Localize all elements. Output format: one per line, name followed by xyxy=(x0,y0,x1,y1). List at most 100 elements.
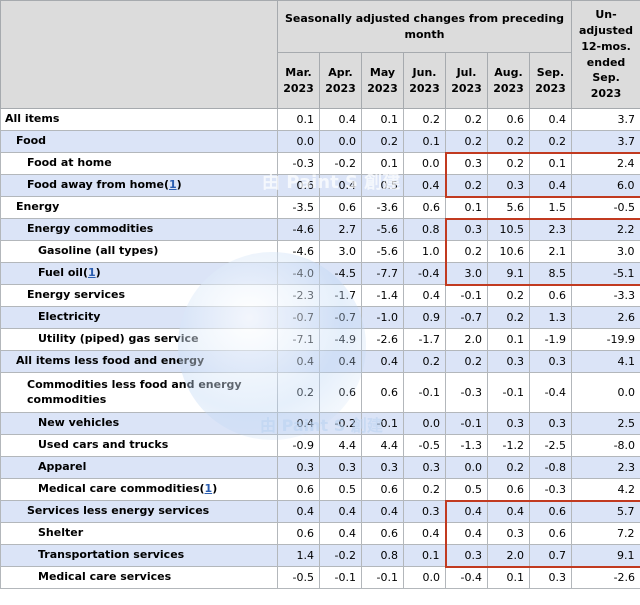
row-label-text: Fuel oil xyxy=(38,266,83,280)
value-cell: -4.5 xyxy=(319,262,362,285)
value-cell: -1.9 xyxy=(528,328,573,351)
value-cell: 4.4 xyxy=(319,434,362,457)
row-label: Fuel oil(1) xyxy=(0,262,278,285)
value-cell: 0.0 xyxy=(403,152,446,175)
value-cell: 0.8 xyxy=(361,544,404,567)
value-cell: 0.3 xyxy=(528,350,573,373)
row-label-text: Energy services xyxy=(27,288,126,302)
value-cell: 2.6 xyxy=(571,306,640,329)
value-cell: -2.5 xyxy=(528,434,573,457)
value-cell: 5.6 xyxy=(487,196,530,219)
row-label: Used cars and trucks xyxy=(0,434,278,457)
value-cell: 0.1 xyxy=(277,108,320,131)
value-cell: 0.2 xyxy=(277,372,320,413)
value-cell: -1.3 xyxy=(445,434,488,457)
value-cell: 3.7 xyxy=(571,108,640,131)
value-cell: 1.4 xyxy=(277,544,320,567)
value-cell: -3.5 xyxy=(277,196,320,219)
table-row: Energy services -2.3 -1.7 -1.4 0.4 -0.1 0.2 0.6… xyxy=(0,284,640,307)
value-cell: -4.6 xyxy=(277,218,320,241)
row-label: Electricity xyxy=(0,306,278,329)
value-cell: 7.2 xyxy=(571,522,640,545)
footnote-link[interactable]: 1 xyxy=(204,482,213,496)
value-cell: 0.6 xyxy=(528,499,573,523)
month-header: Jun. 2023 xyxy=(403,52,446,109)
value-cell: 0.3 xyxy=(277,456,320,479)
value-cell: 9.1 xyxy=(487,262,530,286)
value-cell: 10.6 xyxy=(487,240,530,263)
value-cell: -0.1 xyxy=(361,566,404,589)
row-label-text: New vehicles xyxy=(38,416,120,430)
value-cell: 0.3 xyxy=(444,544,488,568)
value-cell: 0.4 xyxy=(403,522,446,545)
row-label-text: Food away from home xyxy=(27,178,164,192)
value-cell: 3.0 xyxy=(319,240,362,263)
row-label-text: Medical care commodities xyxy=(38,482,200,496)
value-cell: 0.6 xyxy=(319,372,362,413)
row-label: Energy services xyxy=(0,284,278,307)
value-cell: 0.4 xyxy=(319,174,362,197)
value-cell: 2.5 xyxy=(571,412,640,435)
value-cell: -1.7 xyxy=(403,328,446,351)
row-label: Transportation services xyxy=(0,544,278,567)
value-cell: -0.3 xyxy=(528,478,573,501)
table-row: New vehicles 0.4 -0.2 -0.1 0.0 -0.1 0.3 0.3 2.5 xyxy=(0,412,640,435)
value-cell: 0.4 xyxy=(444,522,488,545)
value-cell: -0.3 xyxy=(445,372,488,413)
value-cell: -0.7 xyxy=(277,306,320,329)
value-cell: 0.2 xyxy=(487,130,530,153)
value-cell: 0.4 xyxy=(277,350,320,373)
row-label: Energy xyxy=(0,196,278,219)
value-cell: 0.5 xyxy=(361,174,404,197)
value-cell: 4.1 xyxy=(571,350,640,373)
row-label: Apparel xyxy=(0,456,278,479)
value-cell: 0.0 xyxy=(445,456,488,479)
value-cell: 0.6 xyxy=(277,522,320,545)
value-cell: 8.5 xyxy=(528,262,573,286)
value-cell: 0.1 xyxy=(445,196,488,219)
row-label-text: All items less food and energy xyxy=(16,354,205,368)
row-label-text: Food xyxy=(16,134,47,148)
value-cell: 0.2 xyxy=(487,456,530,479)
month-header: Aug. 2023 xyxy=(487,52,530,109)
row-label: Commodities less food and energy commodi… xyxy=(0,372,278,413)
table-row: Food at home -0.3 -0.2 0.1 0.0 0.3 0.2 0.1 2.4 xyxy=(0,151,640,175)
value-cell: 0.2 xyxy=(487,151,530,175)
value-cell: 0.4 xyxy=(487,499,530,523)
month-header: Apr. 2023 xyxy=(319,52,362,109)
value-cell: 9.1 xyxy=(571,544,640,568)
value-cell: 3.0 xyxy=(444,262,488,286)
value-cell: -0.4 xyxy=(528,372,573,413)
value-cell: -0.7 xyxy=(319,306,362,329)
corner-cell xyxy=(0,0,278,109)
row-label: New vehicles xyxy=(0,412,278,435)
value-cell: 4.2 xyxy=(571,478,640,501)
row-label-text: Food at home xyxy=(27,156,112,170)
month-header: Sep. 2023 xyxy=(528,52,573,109)
value-cell: 0.8 xyxy=(403,218,446,241)
value-cell: 0.1 xyxy=(487,328,530,351)
value-cell: -3.6 xyxy=(361,196,404,219)
row-label-text: Apparel xyxy=(38,460,87,474)
value-cell: -4.9 xyxy=(319,328,362,351)
value-cell: 0.6 xyxy=(361,478,404,501)
value-cell: -2.6 xyxy=(571,566,640,589)
row-label-text: Medical care services xyxy=(38,570,172,584)
value-cell: 0.2 xyxy=(444,174,488,198)
table-row: Fuel oil(1) -4.0 -4.5 -7.7 -0.4 3.0 9.1 8.5 -5.1 xyxy=(0,262,640,286)
value-cell: -7.7 xyxy=(361,262,404,285)
row-label: All items xyxy=(0,108,278,131)
value-cell: -1.7 xyxy=(319,284,362,307)
value-cell: 0.4 xyxy=(277,412,320,435)
value-cell: -0.1 xyxy=(445,412,488,435)
value-cell: 0.0 xyxy=(403,412,446,435)
value-cell: 0.1 xyxy=(361,152,404,175)
row-label-text: Utility (piped) gas service xyxy=(38,332,199,346)
value-cell: 0.3 xyxy=(444,217,488,241)
footnote-link[interactable]: 1 xyxy=(168,178,177,192)
value-cell: -1.0 xyxy=(361,306,404,329)
value-cell: -0.1 xyxy=(319,566,362,589)
footnote-link[interactable]: 1 xyxy=(88,266,96,280)
value-cell: 0.3 xyxy=(319,456,362,479)
